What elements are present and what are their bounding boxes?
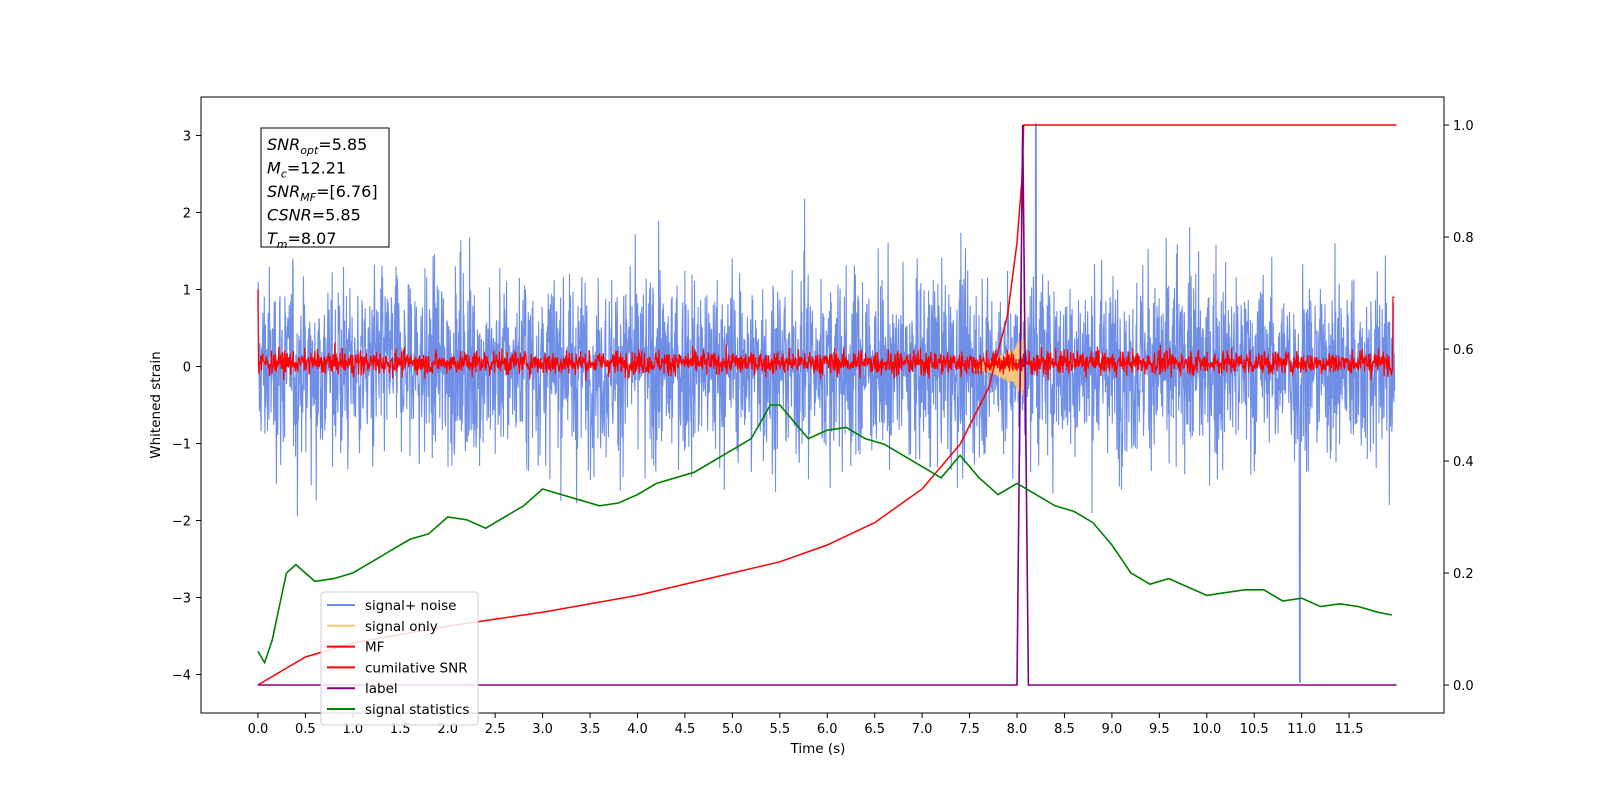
x-tick-label: 1.0 xyxy=(342,722,363,737)
x-tick-label: 0.5 xyxy=(295,722,316,737)
y2-tick-label: 0.6 xyxy=(1453,343,1474,358)
y-tick-label: 2 xyxy=(183,207,191,222)
x-tick-label: 2.5 xyxy=(485,722,506,737)
x-tick-label: 3.5 xyxy=(580,722,601,737)
info-box-line: SNRopt=5.85 xyxy=(267,135,367,157)
x-tick-label: 10.5 xyxy=(1240,722,1269,737)
x-tick-label: 3.0 xyxy=(532,722,553,737)
y-axis-ticks: 3 2 1 0 −1 −2 −3 −4 xyxy=(172,130,201,684)
y2-tick-label: 0.4 xyxy=(1453,455,1474,470)
y2-tick-label: 0.2 xyxy=(1453,567,1474,582)
y-tick-label: −2 xyxy=(172,515,191,530)
x-tick-label: 7.0 xyxy=(912,722,933,737)
x-tick-label: 7.5 xyxy=(959,722,980,737)
series-mf xyxy=(257,289,1395,382)
x-tick-label: 4.0 xyxy=(627,722,648,737)
y2-tick-label: 0.8 xyxy=(1453,231,1474,246)
x-tick-label: 8.5 xyxy=(1054,722,1075,737)
plot-frame xyxy=(200,96,1445,714)
info-box-frame xyxy=(260,127,390,248)
info-box-line: CSNR=5.85 xyxy=(267,206,361,225)
legend-entry-label: signal+ noise xyxy=(365,598,456,614)
legend-entry-label: signal only xyxy=(365,619,438,635)
legend-frame xyxy=(320,591,479,726)
x-tick-label: 6.5 xyxy=(864,722,885,737)
series-label xyxy=(257,124,1397,686)
y2-axis-ticks: 1.0 0.8 0.6 0.4 0.2 0.0 xyxy=(1444,119,1474,694)
y-tick-label: −4 xyxy=(172,669,191,684)
x-tick-label: 9.5 xyxy=(1149,722,1170,737)
legend-entry-label: MF xyxy=(365,640,384,656)
x-tick-label: 5.0 xyxy=(722,722,743,737)
legend: signal+ noise signal only MF cumilative SNR… xyxy=(320,591,479,726)
y-axis-label: Whitened strain xyxy=(148,351,164,458)
y2-tick-label: 1.0 xyxy=(1453,119,1474,134)
x-tick-label: 8.0 xyxy=(1007,722,1028,737)
x-axis-label: Time (s) xyxy=(790,741,846,757)
series-signal-statistics xyxy=(257,404,1392,665)
x-tick-label: 11.5 xyxy=(1335,722,1364,737)
legend-entry-label: signal statistics xyxy=(365,702,469,718)
y-tick-label: 0 xyxy=(183,361,191,376)
x-axis-ticks: 0.0 0.5 1.0 1.5 2.0 2.5 3.0 3.5 4.0 4.5 5.0 5.5 6.0 6… xyxy=(248,713,1364,737)
x-tick-label: 4.5 xyxy=(675,722,696,737)
legend-entry-label: cumilative SNR xyxy=(365,660,468,676)
legend-entry-label: label xyxy=(365,681,398,697)
x-tick-label: 10.0 xyxy=(1192,722,1221,737)
x-tick-label: 2.0 xyxy=(437,722,458,737)
x-tick-label: 9.0 xyxy=(1102,722,1123,737)
x-tick-label: 1.5 xyxy=(390,722,411,737)
y-tick-label: −3 xyxy=(172,592,191,607)
y2-tick-label: 0.0 xyxy=(1453,679,1474,694)
x-tick-label: 5.5 xyxy=(769,722,790,737)
y-tick-label: 1 xyxy=(183,284,191,299)
x-tick-label: 6.0 xyxy=(817,722,838,737)
x-tick-label: 11.0 xyxy=(1287,722,1316,737)
y-tick-label: −1 xyxy=(172,438,191,453)
info-box-line: Mc=12.21 xyxy=(267,159,346,181)
y-tick-label: 3 xyxy=(183,130,191,145)
info-box-line: Tm=8.07 xyxy=(267,229,337,251)
info-box-line: SNRMF=[6.76] xyxy=(267,182,378,204)
x-tick-label: 0.0 xyxy=(248,722,269,737)
